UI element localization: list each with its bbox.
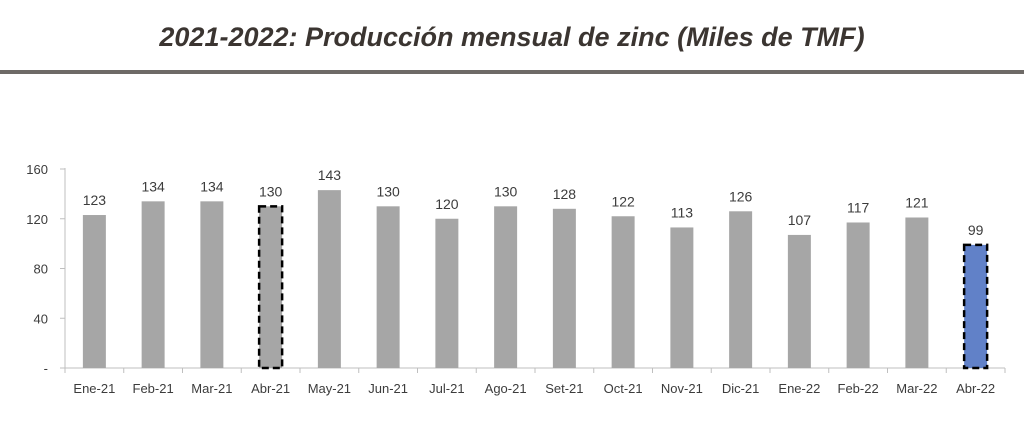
bar [82,215,106,368]
x-axis: Ene-21 Feb-21 Mar-21 Abr-21 May-21 Jun-21 Jul-… [64,367,1006,396]
x-tick-label: Mar-22 [896,381,937,396]
data-label: 134 [141,178,165,194]
data-label: 134 [200,178,224,194]
x-tick-label: Jul-21 [429,381,464,396]
bar [905,217,929,368]
y-tick-label: 40 [34,311,48,326]
data-label: 123 [83,192,107,208]
title-divider [0,70,1024,74]
x-tick-label: Dic-21 [722,381,760,396]
bar [317,190,341,368]
x-tick-label: Oct-21 [604,381,643,396]
bar [611,216,635,368]
bar [787,234,811,368]
bar [494,206,518,368]
data-label: 130 [494,183,518,199]
data-label: 143 [318,167,342,183]
x-tick-label: Abr-21 [251,381,290,396]
data-label: 121 [905,195,929,211]
data-label: 107 [788,212,812,228]
y-tick-label: 160 [26,162,48,177]
x-tick-label: Ene-22 [778,381,820,396]
x-tick-label: Nov-21 [661,381,703,396]
data-label: 117 [847,199,870,215]
bar [200,201,224,368]
data-label: 122 [611,193,635,209]
data-label: 120 [435,196,459,212]
x-tick-label: Feb-22 [838,381,879,396]
y-axis: - 40 80 120 160 [26,162,66,376]
x-tick-label: Ago-21 [485,381,527,396]
bar [846,222,870,368]
y-tick-label: 80 [34,262,48,277]
bar [552,208,576,368]
y-tick-label: - [44,361,48,376]
chart-title: 2021-2022: Producción mensual de zinc (M… [159,22,865,52]
x-tick-label: Abr-22 [956,381,995,396]
bar [729,211,753,368]
bar [141,201,165,368]
bar-series [82,190,989,370]
data-labels: 123 134 134 130 143 130 120 130 128 122 113 126 107 1… [83,167,984,238]
x-tick-label: Ene-21 [73,381,115,396]
x-tick-label: Feb-21 [133,381,174,396]
data-label: 128 [553,186,577,202]
x-tick-label: Jun-21 [368,381,408,396]
data-label: 130 [259,183,283,199]
data-label: 130 [376,183,400,199]
bar [962,243,989,370]
x-tick-label: Set-21 [545,381,583,396]
bar [257,205,284,370]
bar [670,227,694,368]
data-label: 126 [729,188,753,204]
data-label: 113 [671,204,694,220]
data-label: 99 [968,222,984,238]
bar [376,206,400,368]
x-tick-label: Mar-21 [191,381,232,396]
bar [435,218,459,368]
y-tick-label: 120 [26,212,48,227]
x-tick-label: May-21 [308,381,351,396]
